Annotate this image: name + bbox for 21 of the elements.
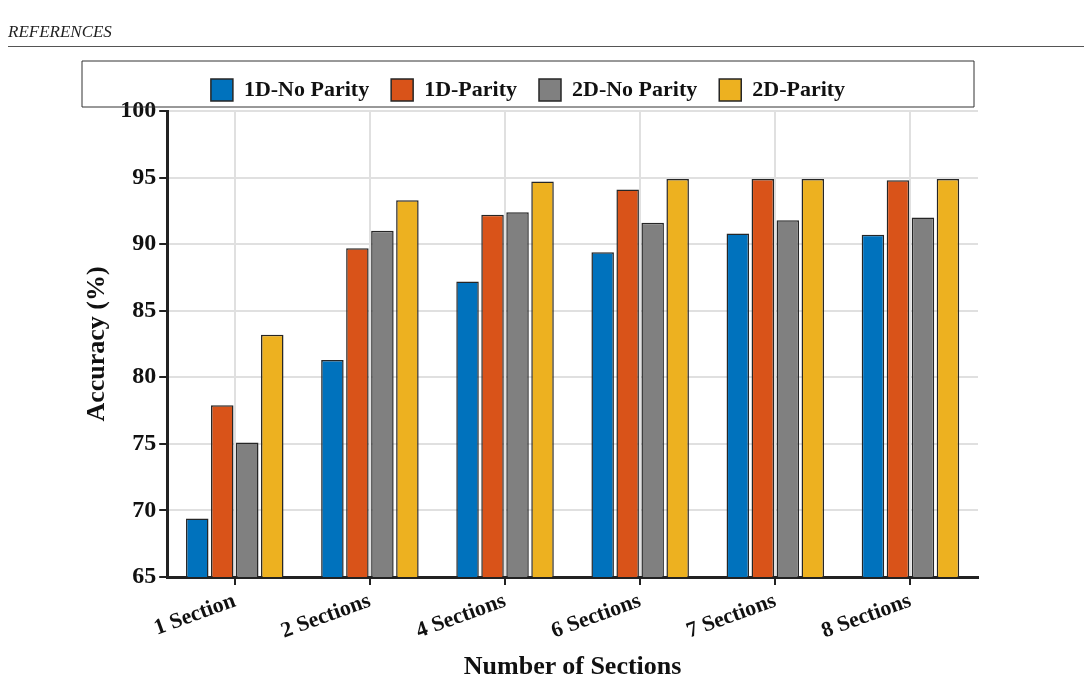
x-tick-label: 4 Sections	[412, 586, 510, 643]
x-axis-title: Number of Sections	[463, 651, 682, 681]
y-axis-title: Accuracy (%)	[81, 266, 111, 422]
y-tick-label: 95	[132, 162, 157, 189]
x-tick-label: 2 Sections	[277, 586, 374, 643]
legend-label: 2D-No Parity	[572, 75, 698, 101]
x-tick-label: 6 Sections	[547, 586, 645, 643]
legend-label: 1D-Parity	[424, 75, 517, 101]
legend-label: 1D-No Parity	[243, 75, 370, 101]
y-tick-label: 90	[132, 229, 157, 256]
x-tick-label: 7 Sections	[682, 586, 780, 643]
y-tick-label: 100	[120, 96, 157, 123]
y-tick-label: 75	[132, 429, 157, 456]
y-tick-label: 80	[132, 362, 157, 389]
y-tick-label: 65	[132, 562, 157, 589]
legend-label: 2D-Parity	[752, 75, 846, 101]
x-tick-label: 8 Sections	[817, 586, 915, 643]
x-tick-label: 1 Section	[150, 586, 239, 640]
y-tick-label: 70	[132, 495, 157, 522]
text: REFERENCES	[8, 22, 112, 42]
y-tick-label: 85	[132, 295, 157, 322]
